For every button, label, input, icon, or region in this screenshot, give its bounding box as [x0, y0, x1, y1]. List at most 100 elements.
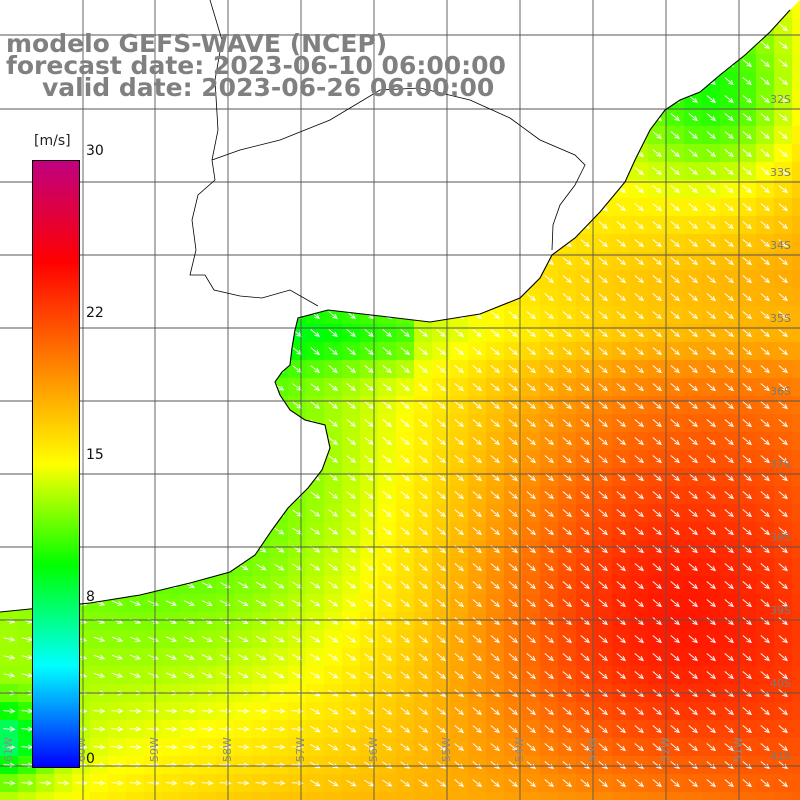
- wind-arrow: [598, 383, 608, 392]
- wind-arrow: [454, 743, 465, 752]
- wind-arrow: [382, 491, 392, 500]
- longitude-label: 59W: [148, 737, 161, 762]
- wind-arrow: [562, 293, 572, 302]
- wind-arrow: [634, 419, 644, 428]
- wind-arrow: [670, 437, 680, 446]
- speed-cell: [792, 612, 800, 631]
- wind-arrow: [616, 203, 626, 212]
- wind-arrow: [670, 563, 680, 572]
- wind-arrow: [778, 473, 788, 482]
- wind-arrow: [436, 743, 447, 752]
- wind-arrow: [652, 671, 662, 680]
- wind-arrow: [526, 743, 536, 752]
- wind-arrow: [309, 779, 321, 787]
- wind-arrow: [760, 365, 770, 374]
- wind-arrow: [616, 437, 626, 446]
- wind-arrow: [616, 617, 626, 626]
- wind-arrow: [165, 600, 177, 606]
- wind-arrow: [706, 365, 716, 374]
- wind-arrow: [652, 275, 662, 284]
- wind-arrow: [760, 185, 770, 194]
- wind-arrow: [472, 419, 482, 428]
- wind-arrow: [598, 347, 608, 356]
- wind-arrow: [201, 762, 214, 768]
- wind-arrow: [292, 527, 303, 535]
- speed-cell: [792, 198, 800, 217]
- wind-arrow: [652, 761, 662, 770]
- speed-cell: [792, 522, 800, 541]
- wind-arrow: [760, 347, 770, 356]
- wind-arrow: [544, 743, 554, 752]
- speed-cell: [540, 792, 559, 800]
- wind-arrow: [382, 527, 393, 536]
- wind-arrow: [237, 780, 250, 786]
- latitude-label: 33S: [770, 166, 791, 179]
- latitude-label: 36S: [770, 385, 791, 398]
- wind-arrow: [346, 455, 357, 464]
- wind-arrow: [652, 257, 662, 266]
- wind-arrow: [634, 761, 644, 770]
- speed-cell: [486, 792, 505, 800]
- wind-arrow: [634, 635, 644, 644]
- wind-arrow: [670, 275, 680, 284]
- wind-arrow: [129, 600, 142, 606]
- wind-arrow: [400, 581, 411, 590]
- speed-cell: [792, 540, 800, 559]
- wind-arrow: [508, 725, 518, 734]
- wind-arrow: [778, 527, 788, 536]
- wind-arrow: [634, 491, 644, 500]
- wind-arrow: [598, 473, 608, 482]
- speed-cell: [450, 792, 469, 800]
- wind-arrow: [400, 383, 410, 392]
- wind-arrow: [778, 419, 788, 428]
- wind-arrow: [598, 725, 608, 734]
- wind-arrow: [760, 239, 770, 248]
- wind-arrow: [328, 329, 338, 338]
- wind-arrow: [454, 599, 464, 608]
- wind-arrow: [364, 383, 374, 392]
- wind-arrow: [454, 761, 465, 770]
- wind-arrow: [310, 563, 321, 571]
- speed-cell: [594, 792, 613, 800]
- wind-arrow: [706, 779, 716, 788]
- wind-arrow: [652, 149, 662, 158]
- wind-arrow: [436, 401, 446, 410]
- speed-cell: [216, 792, 235, 800]
- wind-arrow: [688, 779, 698, 788]
- wind-arrow: [328, 491, 339, 499]
- wind-arrow: [616, 221, 626, 230]
- wind-arrow: [472, 365, 482, 374]
- wind-arrow: [706, 293, 716, 302]
- wind-arrow: [634, 383, 644, 392]
- wind-arrow: [382, 509, 392, 518]
- wind-arrow: [382, 347, 392, 356]
- wind-arrow: [742, 239, 752, 248]
- speed-cell: [792, 252, 800, 271]
- speed-cell: [792, 792, 800, 800]
- wind-arrow: [490, 599, 500, 608]
- wind-arrow: [274, 599, 285, 607]
- wind-arrow: [580, 527, 590, 536]
- wind-arrow: [670, 455, 680, 464]
- wind-arrow: [165, 618, 177, 624]
- wind-arrow: [616, 527, 626, 536]
- wind-arrow: [706, 635, 716, 644]
- wind-arrow: [544, 707, 554, 716]
- wind-arrow: [778, 113, 788, 122]
- wind-arrow: [472, 329, 482, 338]
- wind-arrow: [652, 329, 662, 338]
- wind-arrow: [418, 491, 428, 500]
- wind-arrow: [778, 59, 788, 68]
- wind-arrow: [328, 527, 339, 535]
- wind-arrow: [706, 329, 716, 338]
- wind-arrow: [400, 725, 411, 733]
- wind-arrow: [616, 581, 626, 590]
- wind-arrow: [616, 725, 626, 734]
- wind-arrow: [778, 95, 788, 104]
- wind-arrow: [508, 581, 518, 590]
- latitude-labels: 32S 33S 34S 35S 36S 37S 38S 39S 40S 41S: [770, 93, 791, 763]
- speed-cell: [792, 216, 800, 235]
- wind-arrow: [201, 726, 214, 732]
- wind-arrow: [309, 743, 321, 751]
- wind-arrow: [328, 617, 339, 625]
